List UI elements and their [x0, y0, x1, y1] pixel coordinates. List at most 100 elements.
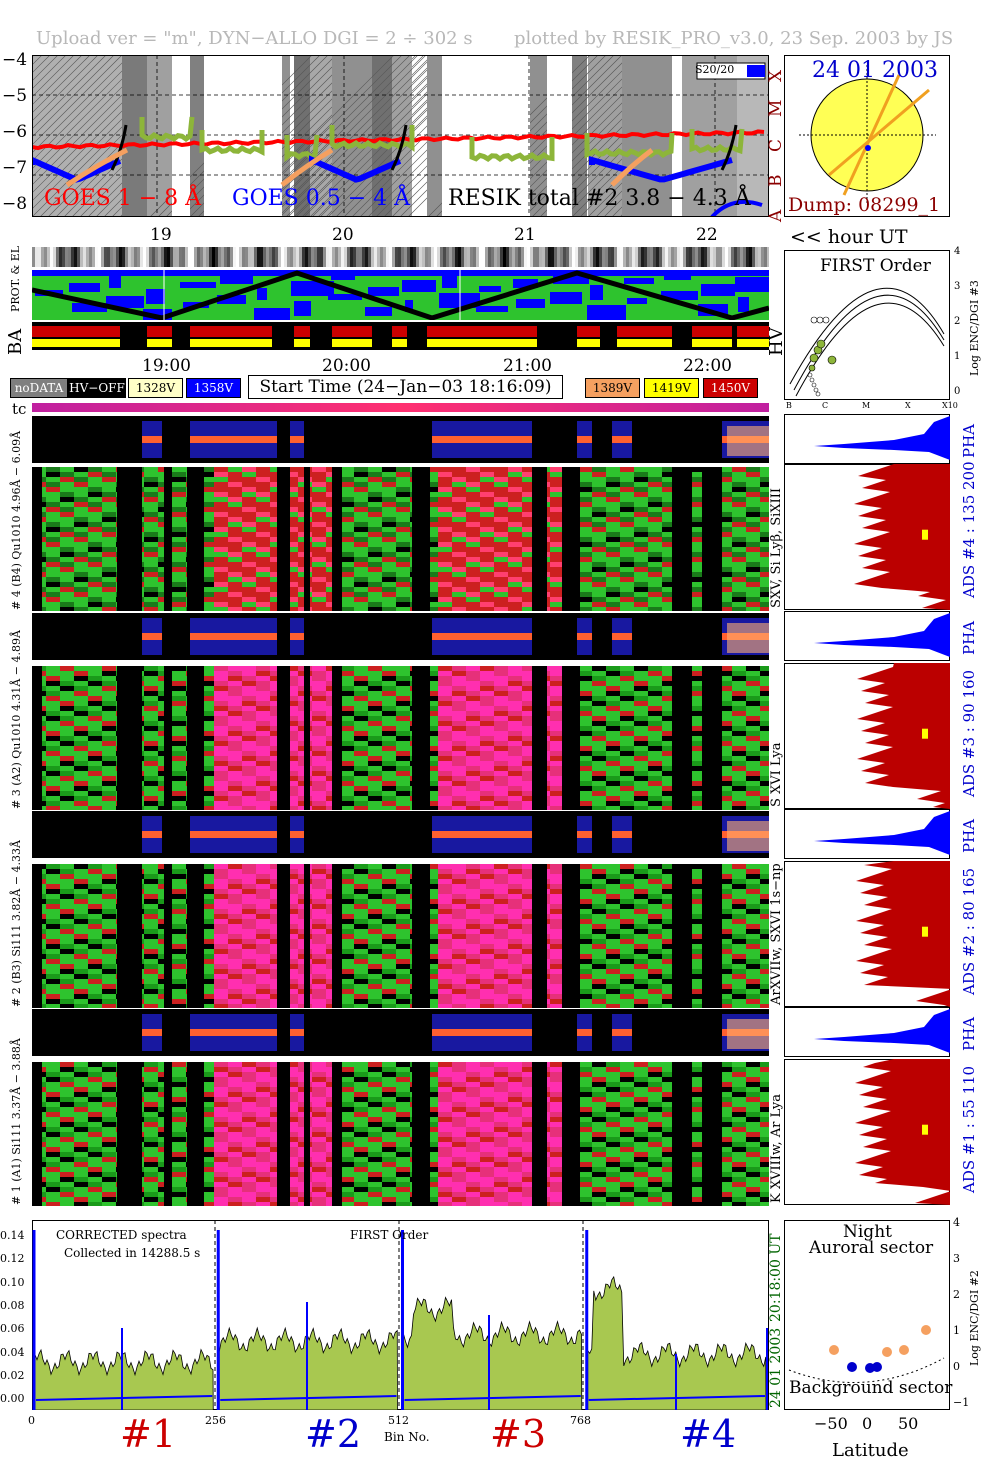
legend-1389v: 1389V	[585, 378, 640, 398]
spectrum-right-date: 24 01 2003	[768, 1327, 784, 1408]
first-order-xtick: X	[905, 401, 911, 410]
goes-badge: S20/20	[695, 63, 735, 76]
hour-tick: 22	[696, 225, 718, 245]
pha-label: PHA	[960, 1016, 978, 1051]
spectrogram-4	[32, 1062, 769, 1206]
legend-hv-off: HV−OFF	[68, 378, 126, 398]
hour-ut-label: << hour UT	[790, 226, 908, 248]
legend-1358v: 1358V	[186, 378, 241, 398]
channel-lines: SXV, Si Lyβ, SiXIII	[769, 488, 784, 608]
pha-label: PHA	[960, 423, 978, 458]
pha-image-2	[32, 613, 769, 660]
latitude-xlabel: Latitude	[832, 1440, 909, 1461]
ba-label: BA	[5, 328, 26, 355]
time-tick: 20:00	[322, 356, 371, 376]
channel-lines: ArXVIIw, SXVI 1s−np	[769, 863, 784, 1005]
spectrum-ytick: 0.12	[0, 1252, 25, 1266]
ads-histogram-4	[784, 1059, 950, 1205]
spectrum-series	[403, 1296, 583, 1410]
first-order-xtick: B	[786, 401, 792, 410]
latitude-ylabel: Log ENC/DGI #2	[968, 1270, 981, 1366]
hour-tick: 19	[150, 225, 172, 245]
latitude-ytick: 2	[953, 1288, 960, 1301]
first-order-ylabel: Log ENC/DGI #3	[968, 280, 981, 376]
spectrogram-3	[32, 864, 769, 1008]
ads-label: ADS #2 : 80 165	[960, 867, 978, 995]
latitude-ytick: 1	[953, 1324, 960, 1337]
goes-ytick: −4	[2, 50, 28, 70]
header-plotted-by: plotted by RESIK_PRO_v3.0, 23 Sep. 2003 …	[514, 28, 954, 49]
first-order-xtick: C	[822, 401, 829, 410]
hour-tick: 21	[514, 225, 536, 245]
first-order-ytick: 1	[954, 351, 961, 362]
spectrum-ytick: 0.00	[0, 1392, 25, 1406]
goes-label-short: GOES 0.5 − 4 Å	[232, 186, 411, 211]
spectrum-xtick: 768	[570, 1414, 591, 1427]
channel-mark-1: #1	[120, 1412, 177, 1456]
first-order-plot	[784, 250, 950, 400]
ads-label: ADS #3 : 90 160	[960, 669, 978, 797]
start-time-box: Start Time (24−Jan−03 18:16:09)	[248, 375, 563, 399]
ba-hv-strip	[32, 322, 769, 350]
first-order-xtick: M	[862, 401, 871, 410]
pha-image-4	[32, 1009, 769, 1056]
spectrum-note-collected: Collected in 14288.5 s	[64, 1246, 201, 1260]
ads-histogram-2	[784, 663, 950, 809]
legend-nodata: noDATA	[10, 378, 68, 398]
spectrum-ytick: 0.14	[0, 1229, 25, 1242]
channel-label: # 2 (B3) Si111 3.82Å − 4.33Å	[10, 840, 23, 1007]
time-tick: 22:00	[683, 356, 732, 376]
pha-image-1	[32, 416, 769, 463]
spectrum-right-time: 20:18:00 UT	[768, 1233, 784, 1322]
channel-mark-4: #4	[680, 1412, 737, 1456]
spectrum-ytick: 0.06	[0, 1322, 25, 1336]
latitude-night: Night	[843, 1222, 892, 1242]
flare-class-label: M	[766, 99, 786, 117]
goes-ytick: −7	[2, 158, 28, 178]
prot-el-strip	[32, 270, 769, 320]
spectrum-series	[218, 1326, 398, 1410]
channel-mark-3: #3	[490, 1412, 547, 1456]
latitude-ytick: 0	[953, 1360, 960, 1373]
goes-ytick: −5	[2, 86, 28, 106]
spectrum-note-corrected: CORRECTED spectra	[56, 1228, 187, 1242]
prot-el-label: PROT. & EL	[9, 245, 22, 312]
hour-tick: 20	[332, 225, 354, 245]
spectrum-ytick: 0.02	[0, 1368, 25, 1382]
goes-label-resik: RESIK total #2 3.8 − 4.3 Å	[448, 186, 751, 211]
latitude-xtick: 0	[862, 1414, 873, 1433]
time-tick: 21:00	[503, 356, 552, 376]
tc-bar	[32, 403, 769, 412]
latitude-background: Background sector	[789, 1378, 953, 1398]
channel-label: # 4 (B4) Qu1010 4.96Å − 6.09Å	[10, 430, 23, 610]
pha-histogram-2	[784, 611, 950, 661]
latitude-xtick: 50	[898, 1414, 919, 1433]
spectrogram-1	[32, 467, 769, 611]
spectrum-plot	[32, 1220, 769, 1410]
first-order-xtick: X10	[942, 401, 958, 410]
legend-1328v: 1328V	[128, 378, 183, 398]
spectrum-xtick: 256	[205, 1414, 226, 1427]
first-order-ytick: 0	[954, 386, 961, 397]
latitude-auroral: Auroral sector	[809, 1238, 934, 1258]
first-order-ytick: 2	[954, 316, 961, 327]
spectrum-ytick: 0.04	[0, 1345, 25, 1359]
channel-label: # 1 (A1) Si111 3.37Å − 3.88Å	[10, 1038, 23, 1205]
latitude-ytick: 3	[953, 1252, 960, 1265]
pha-label: PHA	[960, 620, 978, 655]
goes-lightcurve-plot	[32, 55, 769, 217]
spectrum-xtick: 512	[388, 1414, 409, 1427]
first-order-ytick: 4	[954, 246, 961, 257]
spectrum-note-first-order: FIRST Order	[350, 1228, 429, 1242]
legend-1450v: 1450V	[703, 378, 758, 398]
header-upload-info: Upload ver = "m", DYN−ALLO DGI = 2 ÷ 302…	[36, 28, 473, 49]
tc-label: tc	[12, 400, 27, 418]
telemetry-strip	[32, 247, 769, 267]
sun-date: 24 01 2003	[812, 58, 938, 83]
ads-label: ADS #1 : 55 110	[960, 1065, 978, 1193]
ads-label: ADS #4 : 135 200	[960, 461, 978, 598]
flare-class-label: X	[766, 69, 786, 82]
spectrum-ytick: 0.08	[0, 1298, 25, 1312]
legend-1419v: 1419V	[644, 378, 699, 398]
channel-lines: K XVIIIw, Ar Lya	[769, 1094, 784, 1203]
